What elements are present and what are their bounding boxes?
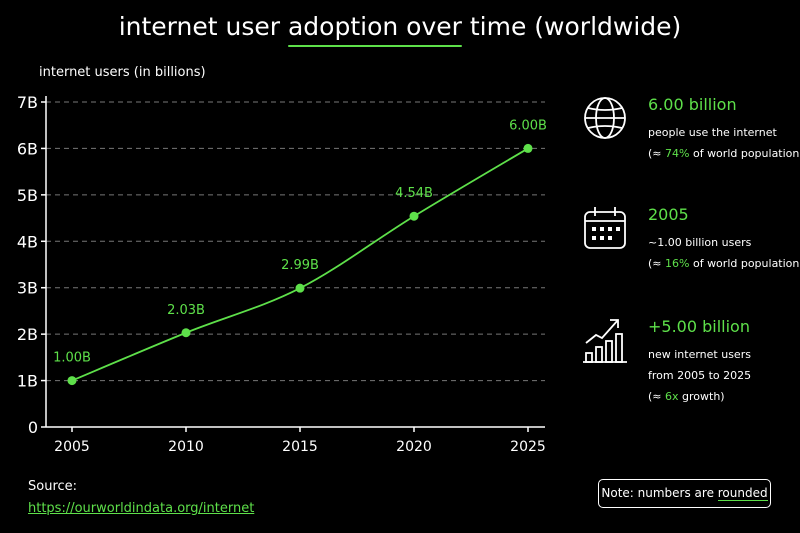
title-pre: internet user <box>118 12 288 41</box>
stat-value: 2005 <box>648 205 689 224</box>
y-tick-label: 6B <box>17 139 38 158</box>
source-label: Source: <box>28 479 78 494</box>
source-link[interactable]: https://ourworldindata.org/internet <box>28 501 255 516</box>
y-tick-label: 5B <box>17 186 38 205</box>
data-label: 6.00B <box>509 118 547 133</box>
stat-line2: (≈ 16% of world population) <box>648 257 800 270</box>
source-block: Source: https://ourworldindata.org/inter… <box>28 476 254 520</box>
line-chart: 0 1B 2B 3B 4B 5B 6B 7B 2005 2010 2015 2020 2025 1.00B… <box>17 93 547 455</box>
x-tick-label: 2005 <box>54 439 90 455</box>
note-highlight: rounded <box>717 486 768 501</box>
data-label: 4.54B <box>395 186 433 201</box>
stat-line3: (≈ 6x growth) <box>648 390 725 403</box>
y-tick-label: 4B <box>17 232 38 251</box>
x-tick-label: 2025 <box>510 439 546 455</box>
note-box: Note: numbers are rounded <box>598 479 771 508</box>
title-post: time (worldwide) <box>461 12 682 41</box>
title-highlight: adoption over <box>287 12 462 41</box>
data-point <box>523 143 533 153</box>
stat-value: +5.00 billion <box>648 317 750 336</box>
calendar-icon <box>584 207 626 249</box>
x-tick-label: 2010 <box>168 439 204 455</box>
y-tick-label: 7B <box>17 93 38 112</box>
y-tick-label: 1B <box>17 372 38 391</box>
data-point <box>67 376 77 386</box>
data-point <box>295 283 305 293</box>
chart-title: internet user adoption over time (worldw… <box>0 12 800 41</box>
x-tick-label: 2020 <box>396 439 432 455</box>
stat-line1: new internet users <box>648 348 751 361</box>
globe-icon <box>584 97 626 139</box>
stat-value: 6.00 billion <box>648 95 737 114</box>
growth-chart-icon <box>583 319 627 363</box>
data-point <box>409 211 419 221</box>
x-tick-label: 2015 <box>282 439 318 455</box>
data-label: 2.03B <box>167 303 205 318</box>
stat-line1: ~1.00 billion users <box>648 236 752 249</box>
data-label: 2.99B <box>281 258 319 273</box>
y-tick-label: 0 <box>28 418 38 437</box>
y-axis-label: internet users (in billions) <box>39 65 206 80</box>
data-point <box>181 328 191 338</box>
note-text: Note: numbers are <box>601 486 718 500</box>
y-tick-label: 3B <box>17 279 38 298</box>
stat-line2: (≈ 74% of world population) <box>648 147 800 160</box>
y-tick-label: 2B <box>17 325 38 344</box>
stat-line1: people use the internet <box>648 126 777 139</box>
data-label: 1.00B <box>53 351 91 366</box>
stat-line2: from 2005 to 2025 <box>648 369 752 382</box>
